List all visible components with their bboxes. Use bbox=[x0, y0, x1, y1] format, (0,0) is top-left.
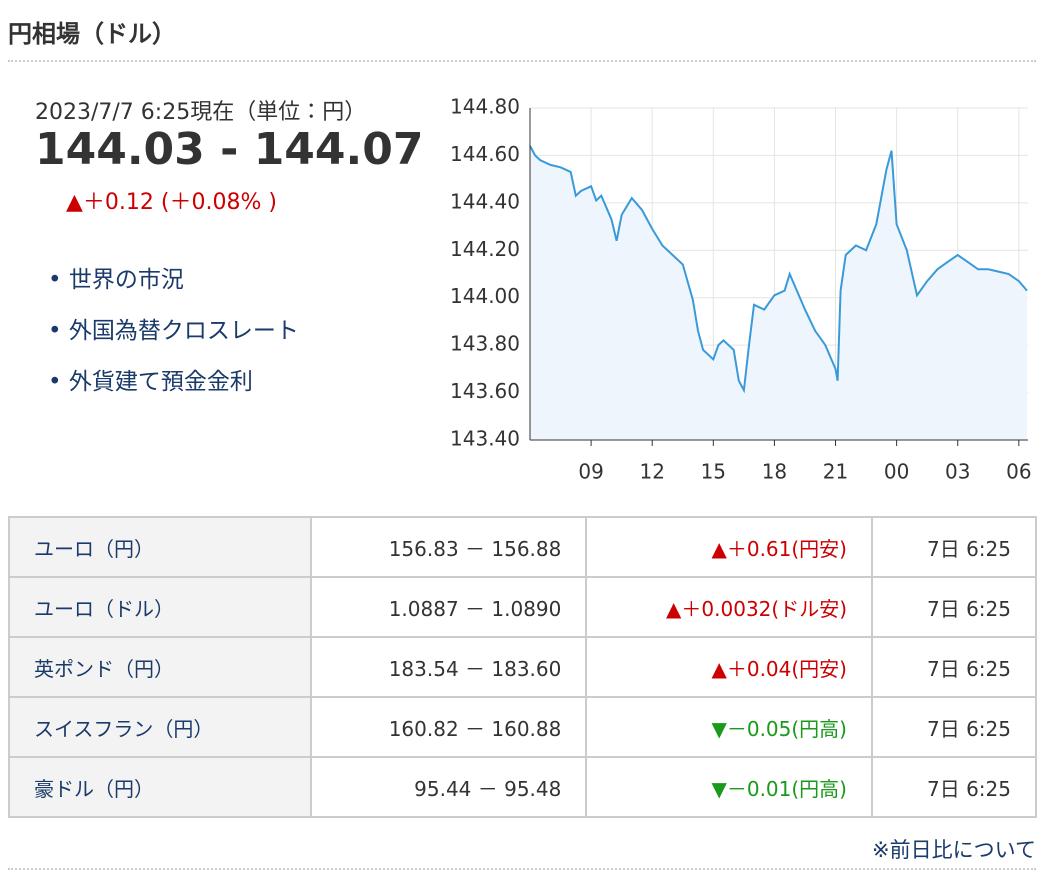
pair-time: 7日 6:25 bbox=[871, 636, 1037, 698]
pair-time: 7日 6:25 bbox=[871, 516, 1037, 578]
x-tick-label: 15 bbox=[701, 460, 726, 484]
y-tick-label: 144.80 bbox=[450, 95, 520, 119]
pair-name[interactable]: ユーロ（円） bbox=[8, 516, 312, 578]
table-row: ユーロ（ドル） 1.0887 － 1.0890 ▲＋0.0032(ドル安) 7日 6:… bbox=[8, 576, 1037, 638]
pair-name[interactable]: スイスフラン（円） bbox=[8, 696, 312, 758]
x-tick-label: 12 bbox=[639, 460, 664, 484]
divider bbox=[8, 60, 1036, 62]
divider bbox=[8, 868, 1036, 870]
link-item: • 外国為替クロスレート bbox=[48, 318, 299, 344]
link-item: • 外貨建て預金金利 bbox=[48, 369, 253, 395]
table-row: 英ポンド（円） 183.54 － 183.60 ▲＋0.04(円安) 7日 6:25 bbox=[8, 636, 1037, 698]
y-tick-label: 144.00 bbox=[450, 284, 520, 308]
area-fill bbox=[530, 145, 1027, 440]
y-tick-label: 143.40 bbox=[450, 427, 520, 451]
link[interactable]: 世界の市況 bbox=[68, 267, 184, 293]
link[interactable]: 外国為替クロスレート bbox=[68, 318, 299, 344]
pair-change: ▼－0.05(円高) bbox=[585, 696, 873, 758]
pair-change: ▲＋0.0032(ドル安) bbox=[585, 576, 873, 638]
pair-rate: 156.83 － 156.88 bbox=[309, 516, 588, 578]
link[interactable]: 外貨建て預金金利 bbox=[68, 369, 253, 395]
pair-time: 7日 6:25 bbox=[871, 696, 1037, 758]
y-tick-label: 144.40 bbox=[450, 189, 520, 213]
x-tick-label: 18 bbox=[762, 460, 787, 484]
x-tick-label: 21 bbox=[823, 460, 848, 484]
chart: 143.40 143.60 143.80 144.00 144.20 144.40 144.… bbox=[450, 95, 1032, 484]
pair-time: 7日 6:25 bbox=[871, 756, 1037, 818]
link-item: • 世界の市況 bbox=[48, 267, 184, 293]
rate-table: ユーロ（円） 156.83 － 156.88 ▲＋0.61(円安) 7日 6:25 ユー… bbox=[8, 516, 1037, 818]
pair-change: ▼－0.01(円高) bbox=[585, 756, 873, 818]
price-line bbox=[529, 145, 1028, 394]
pair-change: ▲＋0.04(円安) bbox=[585, 636, 873, 698]
x-tick-label: 06 bbox=[1006, 460, 1031, 484]
footer-link[interactable]: ※前日比について bbox=[872, 838, 1036, 862]
x-tick-label: 00 bbox=[884, 460, 909, 484]
pair-rate: 95.44 － 95.48 bbox=[309, 756, 588, 818]
pair-time: 7日 6:25 bbox=[871, 576, 1037, 638]
y-tick-label: 144.20 bbox=[450, 237, 520, 261]
pair-rate: 1.0887 － 1.0890 bbox=[309, 576, 588, 638]
page-title: 円相場（ドル） bbox=[8, 20, 176, 48]
pair-change: ▲＋0.61(円安) bbox=[585, 516, 873, 578]
table-row: 豪ドル（円） 95.44 － 95.48 ▼－0.01(円高) 7日 6:25 bbox=[8, 756, 1037, 818]
pair-rate: 183.54 － 183.60 bbox=[309, 636, 588, 698]
pair-name[interactable]: 英ポンド（円） bbox=[8, 636, 312, 698]
table-row: ユーロ（円） 156.83 － 156.88 ▲＋0.61(円安) 7日 6:25 bbox=[8, 516, 1037, 578]
table-row: スイスフラン（円） 160.82 － 160.88 ▼－0.05(円高) 7日 6:2… bbox=[8, 696, 1037, 758]
x-tick-label: 09 bbox=[578, 460, 603, 484]
y-tick-label: 143.80 bbox=[450, 332, 520, 356]
pair-name[interactable]: ユーロ（ドル） bbox=[8, 576, 312, 638]
y-tick-label: 144.60 bbox=[450, 142, 520, 166]
change: ▲＋0.12 (＋0.08% ) bbox=[66, 190, 277, 215]
timestamp: 2023/7/7 6:25現在（単位：円） bbox=[35, 100, 367, 125]
rate: 144.03 - 144.07 bbox=[35, 124, 424, 175]
y-tick-label: 143.60 bbox=[450, 379, 520, 403]
pair-name[interactable]: 豪ドル（円） bbox=[8, 756, 312, 818]
pair-rate: 160.82 － 160.88 bbox=[309, 696, 588, 758]
x-tick-label: 03 bbox=[945, 460, 970, 484]
